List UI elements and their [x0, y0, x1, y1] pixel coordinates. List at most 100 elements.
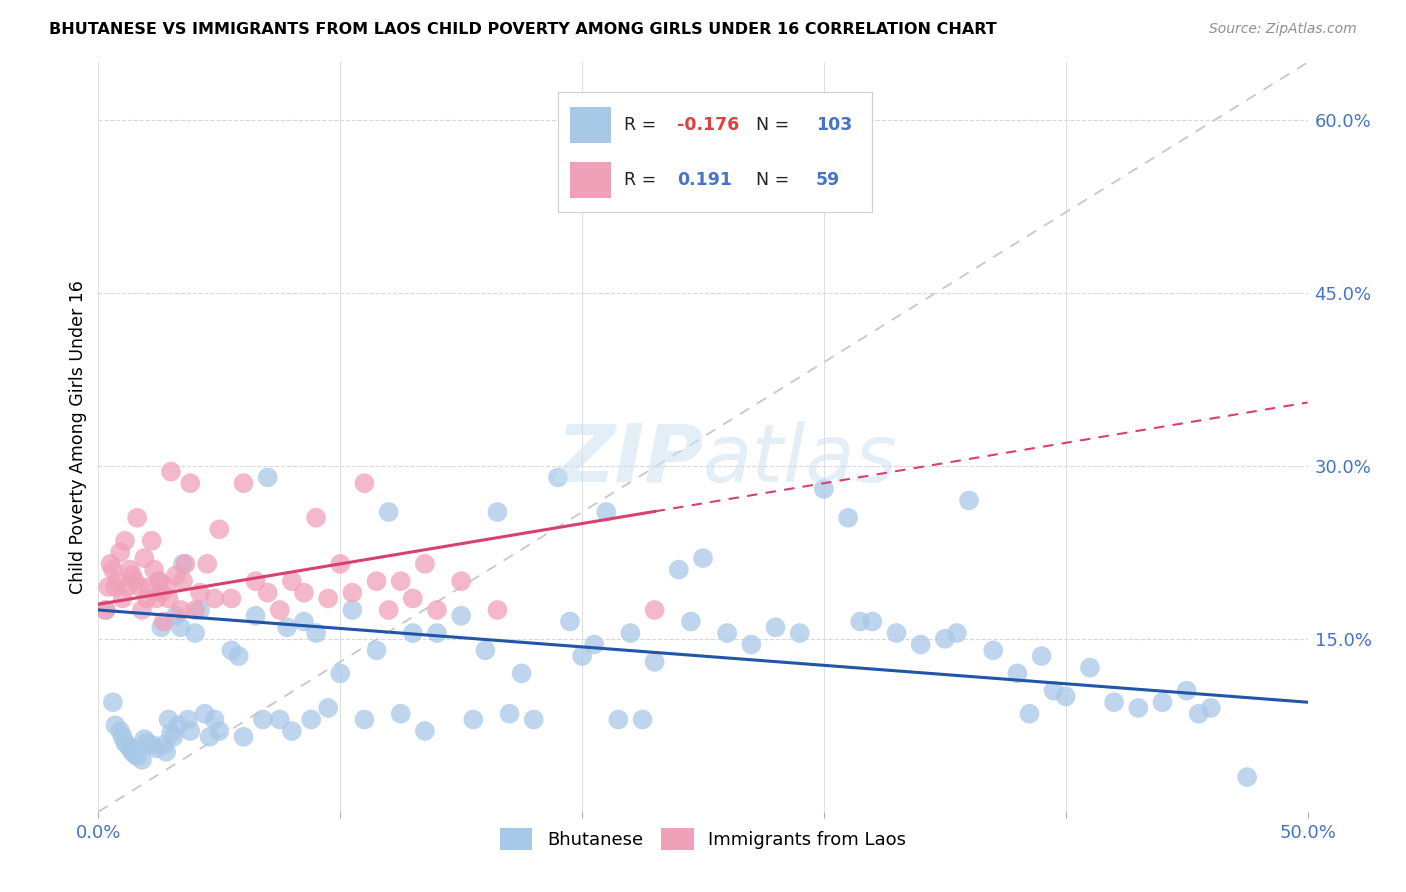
Point [135, 591, 157, 606]
Point [631, 713, 654, 727]
Point [172, 557, 194, 571]
Point [1175, 683, 1198, 698]
Point [101, 563, 124, 577]
Point [366, 643, 388, 657]
Point [402, 591, 425, 606]
Text: ZIP: ZIP [555, 420, 703, 499]
Point [1199, 701, 1222, 715]
Point [1054, 690, 1077, 704]
Point [162, 730, 184, 744]
Point [849, 615, 872, 629]
Point [204, 591, 226, 606]
Point [256, 585, 278, 599]
Point [316, 591, 339, 606]
Text: Source: ZipAtlas.com: Source: ZipAtlas.com [1209, 22, 1357, 37]
Point [160, 465, 183, 479]
Point [169, 620, 191, 634]
Point [118, 741, 141, 756]
Point [127, 510, 149, 524]
Point [668, 563, 690, 577]
Point [619, 626, 641, 640]
Point [111, 591, 134, 606]
Point [111, 730, 134, 744]
Point [765, 620, 787, 634]
Legend: Bhutanese, Immigrants from Laos: Bhutanese, Immigrants from Laos [491, 819, 915, 859]
Point [299, 713, 322, 727]
Point [97, 580, 120, 594]
Point [389, 574, 412, 589]
Point [256, 470, 278, 484]
Point [1188, 706, 1211, 721]
Point [644, 603, 666, 617]
Point [152, 738, 174, 752]
Point [145, 591, 167, 606]
Point [167, 718, 190, 732]
Point [141, 533, 163, 548]
Point [128, 580, 150, 594]
Point [121, 568, 143, 582]
Point [292, 585, 315, 599]
Point [108, 724, 131, 739]
Point [523, 713, 546, 727]
Point [141, 738, 163, 752]
Point [595, 505, 617, 519]
Point [305, 626, 328, 640]
Point [177, 713, 200, 727]
Point [157, 591, 180, 606]
Point [127, 749, 149, 764]
Point [160, 726, 183, 740]
Point [292, 615, 315, 629]
Point [165, 568, 187, 582]
Point [389, 706, 412, 721]
Point [547, 470, 569, 484]
Point [1102, 695, 1125, 709]
Point [486, 603, 509, 617]
Point [94, 603, 117, 617]
Point [150, 585, 173, 599]
Point [716, 626, 738, 640]
Point [1018, 706, 1040, 721]
Point [607, 713, 630, 727]
Point [208, 522, 231, 536]
Point [450, 574, 472, 589]
Point [910, 638, 932, 652]
Point [221, 591, 243, 606]
Point [692, 551, 714, 566]
Point [135, 735, 157, 749]
Point [269, 713, 291, 727]
Point [329, 557, 352, 571]
Point [145, 741, 167, 756]
Point [1078, 660, 1101, 674]
Point [221, 643, 243, 657]
Point [281, 574, 304, 589]
Point [957, 493, 980, 508]
Y-axis label: Child Poverty Among Girls Under 16: Child Poverty Among Girls Under 16 [69, 280, 87, 594]
Point [157, 713, 180, 727]
Point [679, 615, 702, 629]
Point [232, 476, 254, 491]
Point [305, 510, 328, 524]
Point [143, 563, 166, 577]
Point [184, 603, 207, 617]
Point [644, 655, 666, 669]
Point [148, 574, 170, 589]
Point [117, 738, 139, 752]
Point [316, 701, 339, 715]
Point [1007, 666, 1029, 681]
Point [276, 620, 298, 634]
Point [1031, 649, 1053, 664]
Point [474, 643, 496, 657]
Point [342, 585, 364, 599]
Point [377, 603, 399, 617]
Text: BHUTANESE VS IMMIGRANTS FROM LAOS CHILD POVERTY AMONG GIRLS UNDER 16 CORRELATION: BHUTANESE VS IMMIGRANTS FROM LAOS CHILD … [49, 22, 997, 37]
Point [188, 603, 211, 617]
Point [413, 724, 436, 739]
Point [1236, 770, 1258, 784]
Text: atlas: atlas [703, 420, 898, 499]
Point [124, 574, 146, 589]
Point [104, 580, 127, 594]
Point [134, 551, 156, 566]
Point [150, 620, 173, 634]
Point [366, 574, 388, 589]
Point [228, 649, 250, 664]
